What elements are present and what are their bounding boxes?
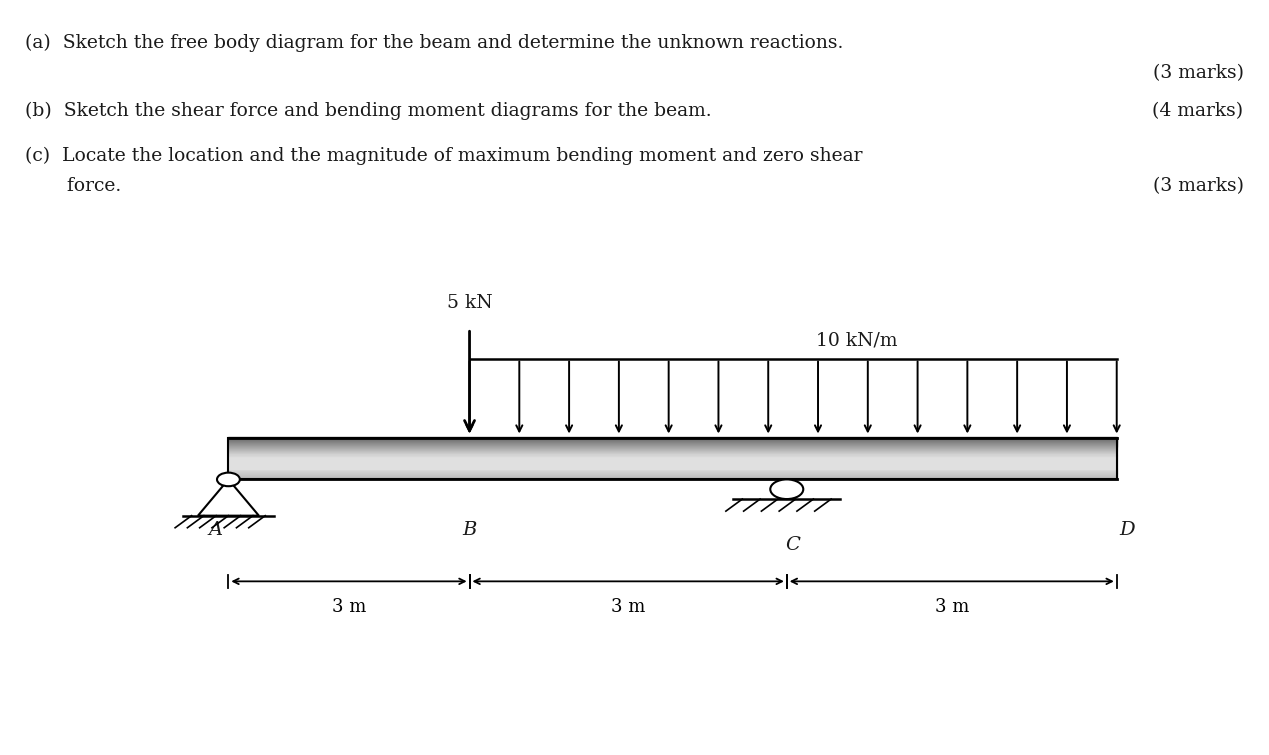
Bar — [228, 442, 1117, 444]
Bar — [228, 473, 1117, 474]
Polygon shape — [198, 479, 259, 516]
Bar — [228, 461, 1117, 463]
Bar — [228, 458, 1117, 460]
Bar — [228, 475, 1117, 476]
Bar — [228, 457, 1117, 458]
Bar — [228, 443, 1117, 445]
Bar — [228, 462, 1117, 464]
Text: force.: force. — [25, 177, 122, 196]
Text: D: D — [1119, 521, 1134, 539]
Bar — [228, 460, 1117, 462]
Text: C: C — [786, 536, 801, 554]
Bar — [228, 476, 1117, 479]
Bar — [228, 440, 1117, 442]
Text: 3 m: 3 m — [934, 598, 970, 616]
Bar — [228, 454, 1117, 455]
Text: (3 marks): (3 marks) — [1152, 64, 1244, 82]
Bar — [228, 445, 1117, 447]
Bar — [228, 446, 1117, 448]
Bar — [228, 473, 1117, 476]
Bar — [228, 467, 1117, 469]
Text: (4 marks): (4 marks) — [1152, 102, 1244, 120]
Text: B: B — [462, 521, 477, 539]
Bar — [228, 437, 1117, 439]
Bar — [228, 445, 1117, 446]
Bar — [228, 476, 1117, 477]
Bar — [228, 451, 1117, 452]
Bar — [228, 439, 1117, 441]
Bar — [228, 449, 1117, 451]
Text: 10 kN/m: 10 kN/m — [816, 331, 897, 350]
Text: (a)  Sketch the free body diagram for the beam and determine the unknown reactio: (a) Sketch the free body diagram for the… — [25, 34, 844, 52]
Text: 3 m: 3 m — [610, 598, 646, 616]
Bar — [228, 448, 1117, 449]
Text: 5 kN: 5 kN — [447, 294, 492, 312]
Bar — [228, 466, 1117, 468]
Bar — [228, 470, 1117, 472]
Bar — [228, 471, 1117, 473]
Bar — [228, 456, 1117, 458]
Bar — [228, 438, 1117, 440]
Bar — [228, 438, 1117, 479]
Bar — [228, 453, 1117, 455]
Text: (3 marks): (3 marks) — [1152, 177, 1244, 196]
Bar — [228, 478, 1117, 479]
Circle shape — [217, 473, 240, 486]
Text: 3 m: 3 m — [331, 598, 367, 616]
Bar — [228, 464, 1117, 466]
Text: (b)  Sketch the shear force and bending moment diagrams for the beam.: (b) Sketch the shear force and bending m… — [25, 102, 712, 120]
Bar — [228, 470, 1117, 471]
Bar — [228, 455, 1117, 457]
Bar — [228, 465, 1117, 467]
Text: A: A — [208, 521, 223, 539]
Bar — [228, 468, 1117, 470]
Circle shape — [770, 479, 803, 499]
Bar — [228, 451, 1117, 454]
Bar — [228, 463, 1117, 465]
Text: (c)  Locate the location and the magnitude of maximum bending moment and zero sh: (c) Locate the location and the magnitud… — [25, 147, 863, 165]
Bar — [228, 441, 1117, 443]
Bar — [228, 459, 1117, 461]
Bar — [228, 448, 1117, 450]
